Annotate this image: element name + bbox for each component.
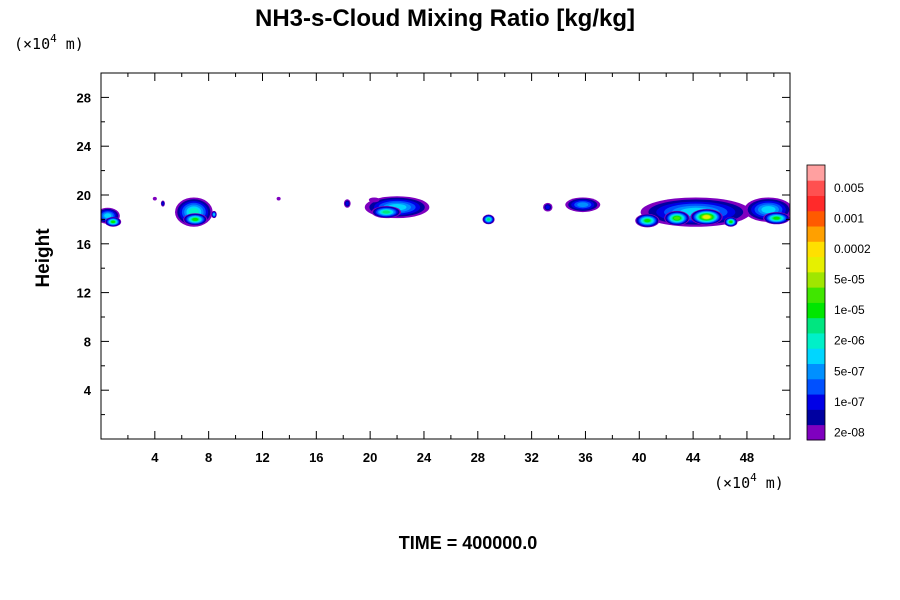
cloud-contour-band bbox=[545, 205, 550, 210]
y-axis: 4 8 12 16 20 24 28 bbox=[77, 90, 790, 416]
x-axis: 4 8 12 16 20 24 28 32 36 40 44 48 bbox=[127, 73, 775, 465]
colorbar-label: 1e-05 bbox=[834, 303, 865, 317]
time-label: TIME = 400000.0 bbox=[399, 533, 538, 553]
cloud-contour-band bbox=[644, 218, 651, 223]
x-tick-label: 40 bbox=[632, 450, 646, 465]
x-tick-label: 44 bbox=[686, 450, 701, 465]
cloud-cell bbox=[543, 202, 553, 212]
colorbar: 2e-08 1e-07 5e-07 2e-06 1e-05 5e-05 0.0002 0.00… bbox=[806, 164, 871, 441]
cloud-contour-band bbox=[345, 201, 349, 206]
cloud-contour-band bbox=[192, 217, 199, 221]
cloud-contour-band bbox=[703, 215, 711, 219]
colorbar-swatch bbox=[807, 195, 825, 212]
cloud-cell bbox=[160, 200, 165, 207]
cloud-cell bbox=[482, 214, 495, 225]
colorbar-swatch bbox=[807, 271, 825, 288]
colorbar-label: 0.005 bbox=[834, 181, 864, 195]
cloud-contour-band bbox=[773, 216, 780, 220]
colorbar-swatch bbox=[807, 348, 825, 365]
cloud-contour-band bbox=[577, 202, 589, 208]
x-tick-label: 8 bbox=[205, 450, 212, 465]
cloud-cell bbox=[763, 212, 790, 225]
colorbar-swatch bbox=[807, 180, 825, 196]
colorbar-frame bbox=[806, 164, 826, 441]
cloud-contour-band bbox=[729, 220, 733, 224]
colorbar-label: 5e-05 bbox=[834, 273, 865, 287]
y-tick-label: 16 bbox=[77, 237, 91, 252]
cloud-field bbox=[101, 196, 790, 228]
cloud-contour-band bbox=[761, 206, 776, 214]
cloud-contour-band bbox=[104, 213, 112, 219]
colorbar-swatch bbox=[807, 378, 825, 395]
x-tick-label: 48 bbox=[740, 450, 754, 465]
x-tick-label: 20 bbox=[363, 450, 377, 465]
y-axis-label: Height bbox=[33, 228, 54, 288]
cloud-contour-band bbox=[368, 197, 380, 203]
colorbar-swatch bbox=[807, 363, 825, 380]
cloud-cell bbox=[368, 197, 380, 203]
cloud-cell bbox=[152, 196, 157, 201]
colorbar-label: 2e-06 bbox=[834, 334, 865, 348]
cloud-cell bbox=[183, 213, 208, 226]
cloud-cell bbox=[343, 199, 351, 208]
x-tick-label: 36 bbox=[578, 450, 592, 465]
chart-title: NH3-s-Cloud Mixing Ratio [kg/kg] bbox=[255, 5, 635, 32]
colorbar-label: 5e-07 bbox=[834, 364, 865, 378]
x-tick-label: 16 bbox=[309, 450, 323, 465]
y-tick-label: 24 bbox=[77, 139, 92, 154]
y-tick-label: 12 bbox=[77, 286, 91, 301]
cloud-cell bbox=[565, 197, 601, 213]
colorbar-swatch bbox=[807, 210, 825, 227]
cloud-contour-band bbox=[673, 216, 680, 220]
colorbar-swatch bbox=[807, 409, 825, 426]
cloud-cell bbox=[371, 205, 402, 219]
cloud-contour-band bbox=[162, 202, 164, 205]
y-tick-label: 20 bbox=[77, 188, 91, 203]
colorbar-swatch bbox=[807, 287, 825, 303]
plot-frame bbox=[100, 72, 791, 440]
colorbar-swatch bbox=[807, 302, 825, 319]
colorbar-label: 2e-08 bbox=[834, 425, 865, 439]
colorbar-swatch bbox=[807, 256, 825, 273]
cloud-cell bbox=[276, 196, 281, 201]
colorbar-swatch bbox=[807, 226, 825, 242]
colorbar-swatch bbox=[807, 165, 825, 181]
cloud-cell bbox=[105, 216, 122, 227]
cloud-contour-band bbox=[213, 213, 215, 216]
x-tick-label: 12 bbox=[255, 450, 269, 465]
cloud-contour-band bbox=[382, 210, 391, 214]
colorbar-swatch bbox=[807, 424, 825, 441]
cloud-cell bbox=[635, 213, 660, 228]
cloud-cell bbox=[664, 210, 690, 226]
cloud-contour-band bbox=[276, 196, 281, 201]
cloud-contour-band bbox=[487, 218, 491, 221]
colorbar-swatch bbox=[807, 317, 825, 334]
x-tick-label: 32 bbox=[524, 450, 538, 465]
y-tick-label: 28 bbox=[77, 90, 91, 105]
colorbar-label: 0.0002 bbox=[834, 242, 871, 256]
colorbar-label: 0.001 bbox=[834, 211, 864, 225]
cloud-cell bbox=[211, 210, 217, 219]
x-unit-label: (×104 m) bbox=[714, 471, 784, 492]
cloud-contour-band bbox=[152, 196, 157, 201]
colorbar-swatch bbox=[807, 241, 825, 258]
y-tick-label: 8 bbox=[84, 334, 91, 349]
y-unit-label: (×104 m) bbox=[14, 32, 84, 53]
colorbar-swatch bbox=[807, 333, 825, 349]
x-tick-label: 28 bbox=[471, 450, 485, 465]
colorbar-label: 1e-07 bbox=[834, 395, 865, 409]
y-tick-label: 4 bbox=[84, 383, 92, 398]
cloud-cell bbox=[724, 216, 738, 227]
colorbar-swatch bbox=[807, 394, 825, 410]
cloud-contour-band bbox=[111, 220, 116, 224]
x-tick-label: 24 bbox=[417, 450, 432, 465]
x-tick-label: 4 bbox=[151, 450, 159, 465]
cloud-cell bbox=[690, 209, 723, 225]
